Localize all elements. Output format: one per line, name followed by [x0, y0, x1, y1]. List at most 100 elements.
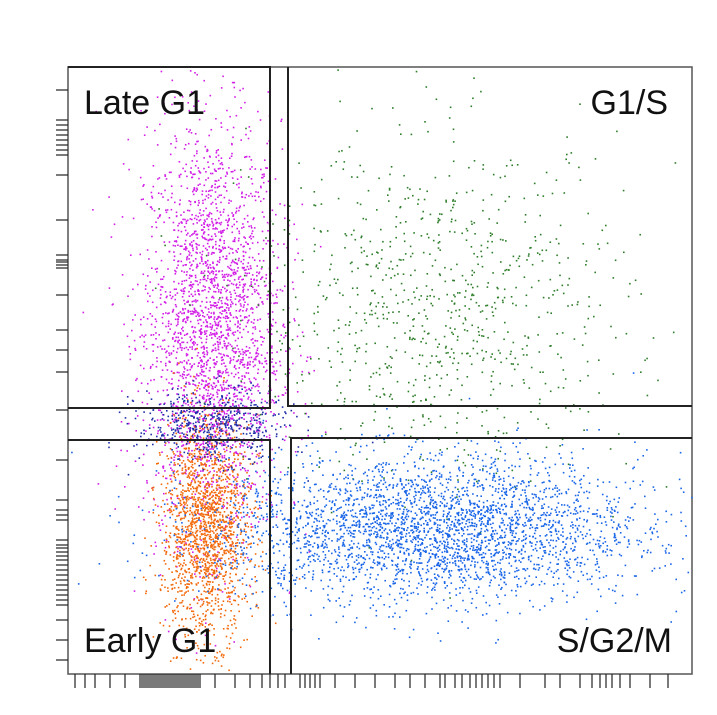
data-point — [255, 358, 257, 361]
data-point — [320, 203, 323, 205]
data-point — [177, 610, 179, 613]
data-point — [223, 580, 226, 583]
data-point — [191, 493, 193, 495]
data-point — [145, 579, 147, 581]
data-point — [222, 334, 225, 336]
data-point — [196, 602, 199, 605]
data-point — [214, 170, 216, 172]
data-point — [186, 362, 188, 365]
data-point — [208, 245, 211, 248]
data-point — [173, 453, 175, 455]
data-point — [167, 630, 170, 633]
data-point — [207, 254, 210, 256]
data-point — [217, 168, 220, 170]
data-point — [211, 624, 213, 626]
data-point — [228, 309, 230, 311]
data-point — [236, 286, 238, 289]
data-point — [294, 296, 297, 299]
data-point — [282, 325, 284, 327]
data-point — [470, 246, 473, 248]
data-point — [174, 269, 176, 272]
data-point — [491, 240, 493, 243]
data-point — [171, 583, 174, 586]
data-point — [233, 517, 235, 519]
data-point — [270, 323, 272, 326]
data-point — [327, 347, 330, 349]
data-point — [200, 224, 203, 226]
data-point — [132, 217, 135, 220]
data-point — [175, 140, 178, 143]
data-point — [167, 199, 169, 201]
data-point — [220, 235, 223, 238]
data-point — [219, 490, 221, 492]
data-point — [207, 389, 210, 392]
data-point — [204, 532, 206, 535]
data-point — [175, 324, 178, 327]
data-point — [437, 221, 439, 224]
data-point — [250, 484, 252, 487]
data-point — [263, 175, 265, 177]
data-point — [250, 560, 252, 562]
data-point — [208, 369, 211, 372]
data-point — [186, 219, 189, 222]
data-point — [377, 325, 380, 328]
data-point — [521, 348, 524, 350]
data-point — [229, 280, 231, 282]
data-point — [211, 502, 214, 504]
data-point — [210, 514, 212, 516]
data-point — [209, 497, 212, 500]
data-point — [202, 285, 205, 287]
data-point — [395, 294, 397, 297]
data-point — [221, 270, 224, 272]
data-point — [164, 579, 166, 581]
data-point — [205, 610, 207, 613]
data-point — [195, 477, 197, 479]
data-point — [355, 332, 357, 334]
data-point — [231, 260, 234, 262]
data-point — [188, 473, 190, 475]
data-point — [243, 269, 246, 272]
data-point — [223, 521, 225, 523]
data-point — [490, 375, 493, 377]
data-point — [226, 596, 229, 599]
data-point — [270, 333, 273, 335]
data-point — [471, 223, 473, 225]
data-point — [409, 188, 411, 191]
data-point — [212, 558, 214, 561]
data-point — [210, 447, 213, 450]
data-point — [247, 543, 250, 546]
data-point — [427, 236, 430, 239]
data-point — [175, 447, 178, 450]
data-point — [298, 324, 300, 326]
data-point — [184, 526, 187, 528]
data-point — [515, 286, 517, 289]
data-point — [209, 224, 211, 226]
data-point — [369, 240, 372, 243]
data-point — [255, 419, 257, 422]
data-point — [197, 167, 200, 169]
data-point — [186, 397, 188, 399]
data-point — [218, 433, 221, 435]
data-point — [175, 432, 177, 435]
data-point — [172, 579, 174, 581]
data-point — [200, 524, 202, 527]
data-point — [221, 230, 224, 232]
data-point — [247, 367, 249, 369]
data-point — [218, 289, 220, 291]
data-point — [189, 401, 192, 404]
data-point — [213, 502, 215, 504]
data-point — [195, 517, 198, 519]
data-point — [220, 548, 222, 551]
data-point — [153, 378, 155, 381]
data-point — [201, 193, 203, 196]
data-point — [186, 583, 188, 585]
data-point — [452, 200, 454, 202]
data-point — [381, 249, 383, 251]
data-point — [181, 445, 183, 447]
data-point — [209, 565, 211, 567]
data-point — [464, 464, 467, 467]
data-point — [210, 203, 212, 205]
data-point — [199, 314, 201, 316]
data-point — [228, 526, 231, 528]
data-point — [452, 141, 455, 143]
